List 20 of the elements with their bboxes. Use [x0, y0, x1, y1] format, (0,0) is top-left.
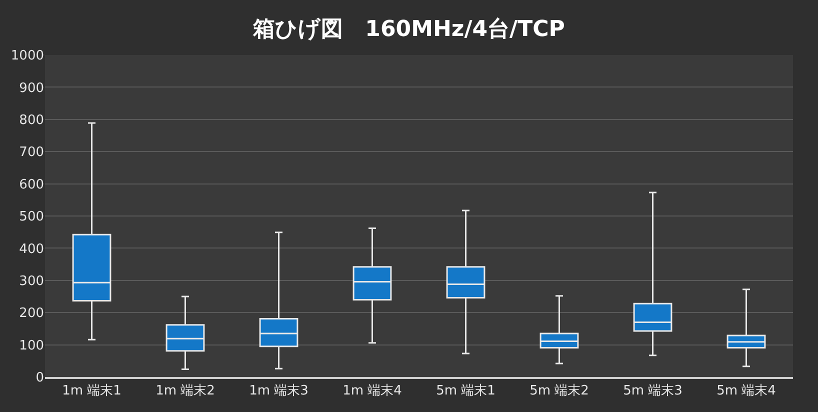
x-tick-label: 1m 端末2 [156, 384, 215, 399]
x-tick-label: 1m 端末3 [249, 384, 308, 399]
y-tick-label: 400 [19, 242, 44, 257]
y-tick-label: 0 [36, 370, 44, 386]
y-tick-label: 800 [19, 112, 44, 128]
y-tick-label: 900 [19, 80, 44, 96]
y-tick-label: 100 [19, 338, 44, 354]
y-tick-label: 300 [19, 274, 44, 289]
x-tick-label: 5m 端末3 [623, 384, 682, 399]
y-tick-label: 200 [19, 306, 44, 322]
x-tick-label: 5m 端末1 [436, 384, 496, 399]
x-tick-label: 1m 端末4 [342, 384, 402, 399]
y-tick-label: 600 [19, 177, 44, 192]
x-tick-label: 5m 端末4 [716, 384, 776, 399]
x-tick-label: 1m 端末1 [62, 384, 122, 399]
y-tick-label: 700 [19, 145, 44, 160]
y-tick-label: 500 [19, 210, 44, 225]
x-tick-label: 5m 端末2 [530, 384, 589, 399]
chart-title: 箱ひげ図 160MHz/4台/TCP [252, 17, 565, 42]
y-tick-label: 1000 [10, 48, 44, 64]
